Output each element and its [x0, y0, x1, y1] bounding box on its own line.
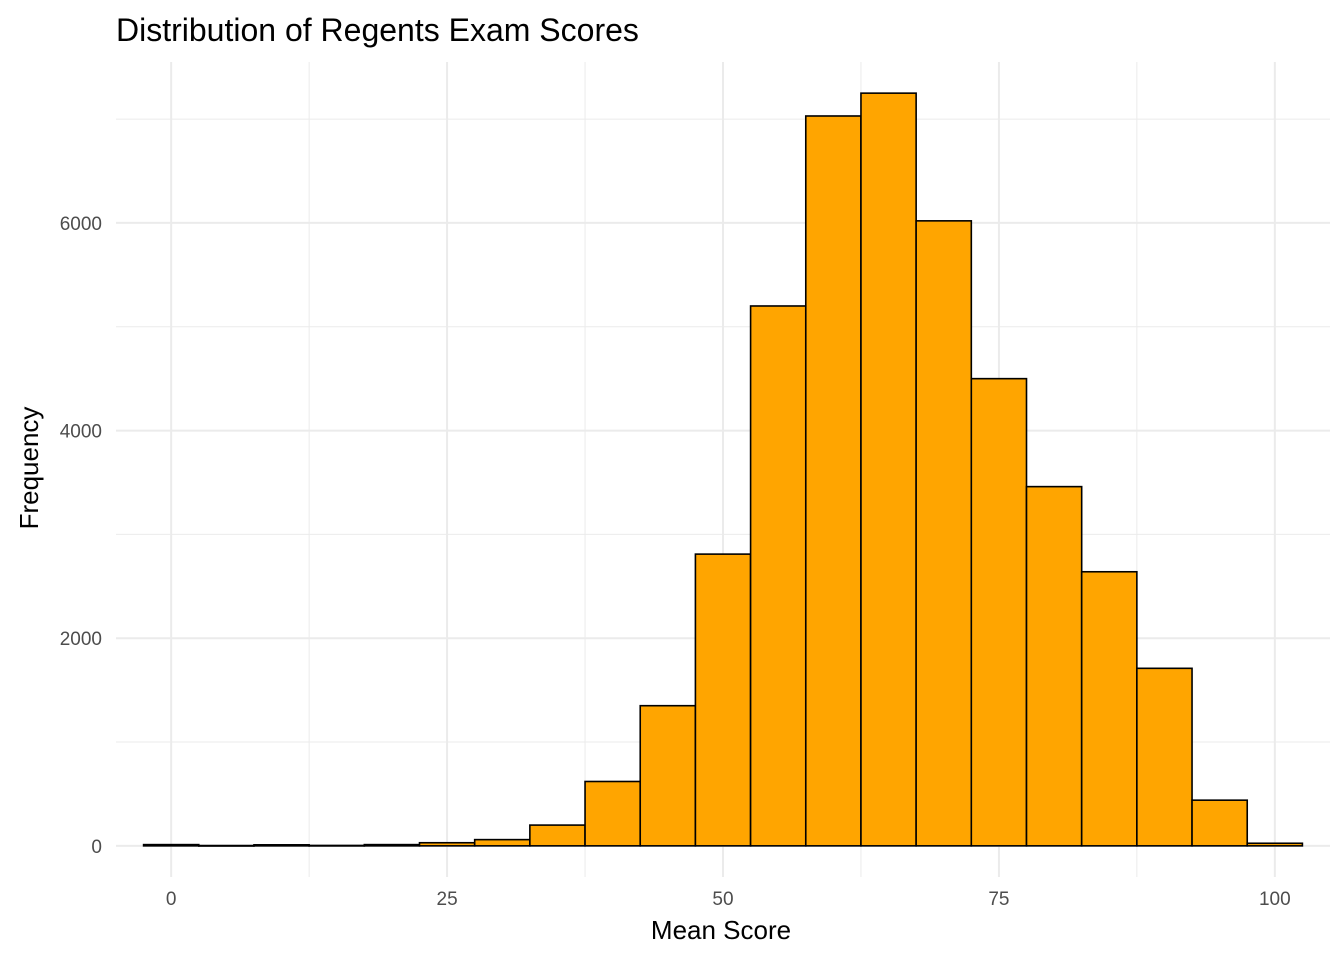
histogram-bar [749, 305, 807, 847]
histogram-bar [1080, 570, 1138, 847]
histogram-bar [804, 115, 862, 847]
histogram-bar [363, 843, 421, 847]
histogram-bar [584, 780, 642, 847]
x-tick-label: 75 [988, 889, 1009, 910]
y-axis-tick-labels: 0 2000 4000 6000 [60, 214, 102, 858]
histogram-bar [418, 841, 476, 847]
y-tick-label: 4000 [60, 422, 102, 443]
histogram-bar [1136, 667, 1193, 847]
y-axis-title: Frequency [14, 407, 44, 530]
y-tick-label: 2000 [60, 629, 102, 650]
histogram-bar [142, 843, 200, 847]
histogram-bars [142, 92, 1304, 847]
x-tick-label: 0 [166, 889, 177, 910]
histogram-bar [529, 824, 586, 847]
y-tick-label: 0 [91, 837, 102, 858]
histogram-bar [639, 704, 697, 847]
histogram-bar [308, 844, 366, 847]
histogram-bar [915, 220, 973, 847]
histogram-bar [970, 377, 1028, 847]
y-tick-label: 6000 [60, 214, 102, 235]
histogram-bar [197, 844, 255, 847]
histogram-bar [253, 844, 310, 847]
x-axis-tick-labels: 0 25 50 75 100 [166, 889, 1291, 910]
histogram-bar [1025, 485, 1083, 847]
x-axis-title: Mean Score [651, 915, 791, 945]
histogram-bar [473, 838, 531, 847]
histogram-bar [1191, 799, 1249, 847]
chart-title: Distribution of Regents Exam Scores [116, 12, 639, 48]
histogram-bar [1246, 842, 1304, 847]
x-tick-label: 50 [712, 889, 733, 910]
histogram-bar [694, 553, 752, 847]
histogram-bar [860, 92, 917, 847]
x-tick-label: 100 [1259, 889, 1291, 910]
x-tick-label: 25 [437, 889, 458, 910]
